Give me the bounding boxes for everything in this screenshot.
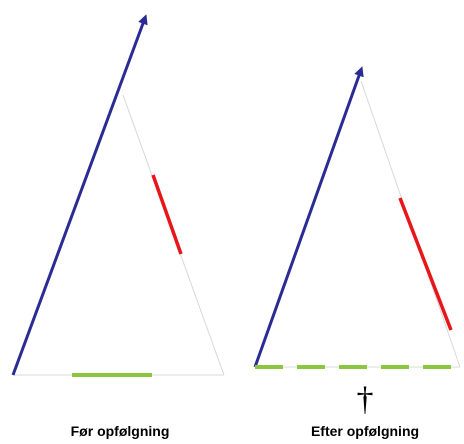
dagger-symbol: †	[357, 381, 374, 418]
before-triangle	[11, 14, 225, 377]
caption-before: Før opfølgning	[70, 423, 170, 439]
caption-after: Efter opfølgning	[310, 423, 420, 439]
before-red-segment	[151, 174, 183, 255]
after-red-segment	[398, 197, 453, 331]
before-arrow	[11, 14, 148, 376]
after-arrow	[253, 66, 364, 368]
after-triangle	[253, 66, 461, 369]
